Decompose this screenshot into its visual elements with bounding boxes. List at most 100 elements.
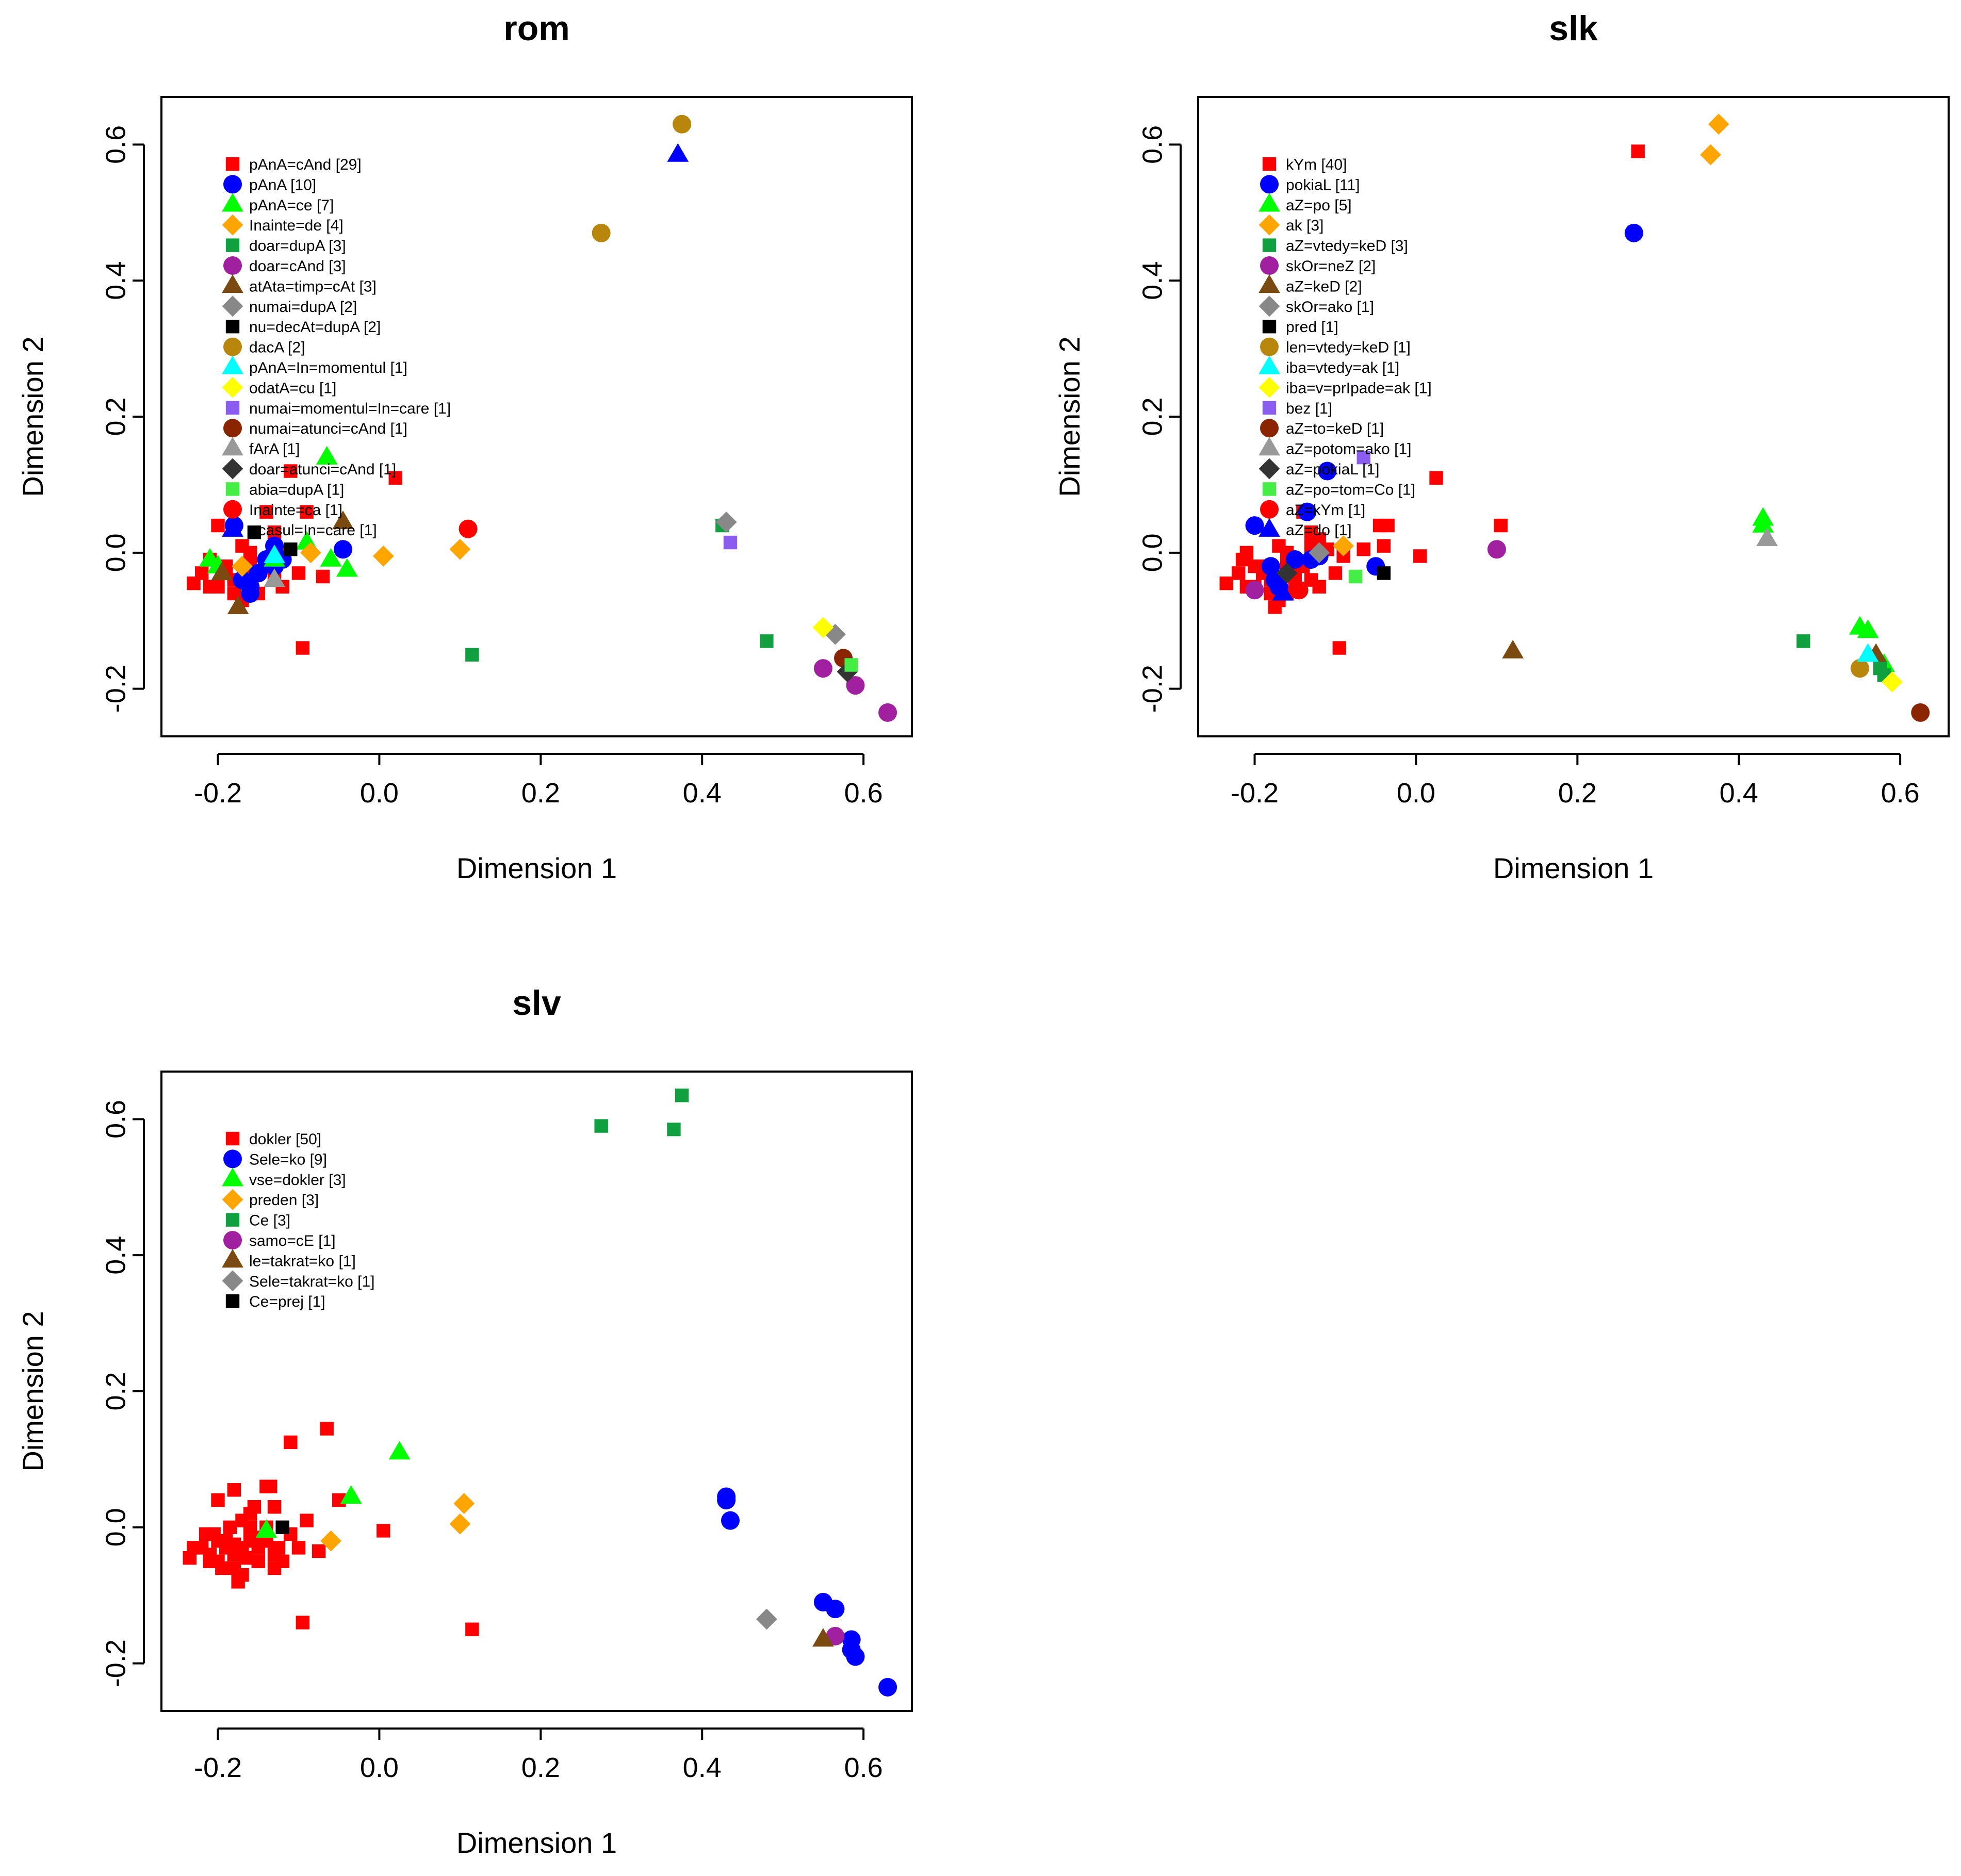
x-tick-label: 0.2 (521, 778, 560, 809)
legend-label: nu=decAt=dupA [2] (249, 319, 381, 336)
legend-label: numai=momentul=In=care [1] (249, 400, 451, 417)
data-points (183, 1088, 897, 1697)
data-point (1245, 581, 1264, 600)
legend-label: aZ=to=keD [1] (1286, 420, 1384, 437)
data-point (187, 1541, 201, 1555)
data-point (813, 659, 832, 678)
x-tick-label: 0.2 (1558, 778, 1597, 809)
data-point (592, 223, 611, 242)
legend-label: aZ=po=tom=Co [1] (1286, 481, 1415, 498)
legend-marker (1260, 419, 1279, 438)
data-point (846, 676, 865, 695)
legend-marker (223, 1231, 242, 1249)
data-point (388, 1441, 411, 1460)
legend-marker (225, 1294, 240, 1308)
data-point (284, 542, 298, 556)
legend-marker (1260, 256, 1279, 275)
data-point (812, 617, 834, 638)
legend-label: vse=dokler [3] (249, 1172, 346, 1189)
chart-title: slv (512, 983, 561, 1023)
legend-marker (222, 1249, 243, 1268)
data-point (594, 1119, 608, 1133)
data-point (284, 464, 298, 478)
data-point (1268, 600, 1282, 614)
data-point (271, 1541, 286, 1555)
y-tick-label: 0.0 (100, 533, 131, 572)
x-tick-label: 0.0 (1397, 778, 1435, 809)
data-point (1850, 659, 1869, 678)
legend-label: dacA [2] (249, 339, 305, 356)
legend-marker (1259, 193, 1280, 212)
data-point (1298, 502, 1317, 521)
legend-marker (1259, 295, 1280, 317)
x-tick-label: 0.0 (360, 1752, 399, 1783)
data-point (296, 641, 309, 655)
legend-label: doar=atunci=cAnd [1] (249, 461, 396, 478)
legend-label: aZ=do [1] (1286, 522, 1352, 539)
legend-label: aZ=kYm [1] (1286, 502, 1365, 519)
data-point (465, 1622, 479, 1636)
data-point (1377, 566, 1391, 580)
x-tick-label: 0.2 (521, 1752, 560, 1783)
y-tick-label: 0.2 (100, 397, 131, 436)
legend-label: samo=cE [1] (249, 1232, 336, 1249)
data-point (336, 558, 358, 577)
legend-label: doar=dupA [3] (249, 238, 346, 255)
legend-label: fArA [1] (249, 441, 300, 458)
data-point (1911, 703, 1930, 722)
legend: dokler [50] Sele=ko [9] vse=dokler [3] pred… (222, 1131, 375, 1310)
data-point (1219, 576, 1233, 590)
data-point (723, 535, 738, 550)
data-point (812, 1628, 834, 1647)
data-point (300, 542, 321, 564)
legend-label: doar=cAnd [3] (249, 258, 346, 275)
data-point (453, 1493, 475, 1515)
data-point (760, 634, 774, 648)
legend-marker (222, 518, 243, 537)
legend-marker (225, 238, 240, 252)
legend-label: pAnA [10] (249, 176, 316, 193)
legend-label: le=takrat=ko [1] (249, 1253, 356, 1270)
x-tick-label: 0.6 (844, 1752, 883, 1783)
data-point (1357, 450, 1370, 465)
data-point (334, 540, 353, 559)
legend-marker (223, 337, 242, 356)
legend-marker (222, 274, 243, 293)
data-point (1429, 471, 1443, 485)
legend-marker (222, 295, 243, 317)
data-point (721, 1511, 740, 1530)
x-tick-label: 0.4 (1720, 778, 1758, 809)
data-point (1381, 518, 1395, 533)
plot-frame (160, 96, 913, 737)
legend-label: aZ=po [5] (1286, 197, 1352, 214)
legend-marker (222, 355, 243, 374)
data-point (255, 1519, 277, 1538)
legend-marker (225, 482, 240, 496)
data-point (673, 114, 692, 134)
legend: kYm [40] pokiaL [11] aZ=po [5] ak [3] aZ=vte… (1259, 156, 1432, 539)
data-point (1348, 569, 1363, 584)
x-axis-label: Dimension 1 (456, 1826, 617, 1859)
legend-marker (1262, 320, 1277, 334)
data-point (320, 1422, 334, 1436)
data-point (249, 564, 268, 583)
legend-label: Ce=prej [1] (249, 1293, 325, 1310)
data-point (264, 545, 285, 564)
data-point (449, 1513, 471, 1535)
panel-rom: rom -0.2 0.0 0.2 0.4 0.6 Dimension 1 -0.2 0.0 0.2… (17, 9, 913, 884)
legend-marker (1259, 437, 1280, 456)
legend-label: pokiaL [11] (1286, 176, 1360, 193)
data-point (1309, 542, 1330, 564)
legend-marker (1262, 238, 1277, 252)
y-tick-label: 0.6 (100, 125, 131, 164)
legend-label: atAta=timp=cAt [3] (249, 278, 377, 295)
legend-label: Ce [3] (249, 1212, 290, 1229)
data-point (1318, 462, 1337, 481)
x-tick-label: 0.6 (1881, 778, 1920, 809)
data-point (667, 1122, 681, 1137)
legend-label: pAnA=cAnd [29] (249, 156, 362, 173)
data-point (459, 519, 478, 538)
legend-marker (223, 500, 242, 519)
data-point (316, 446, 338, 465)
